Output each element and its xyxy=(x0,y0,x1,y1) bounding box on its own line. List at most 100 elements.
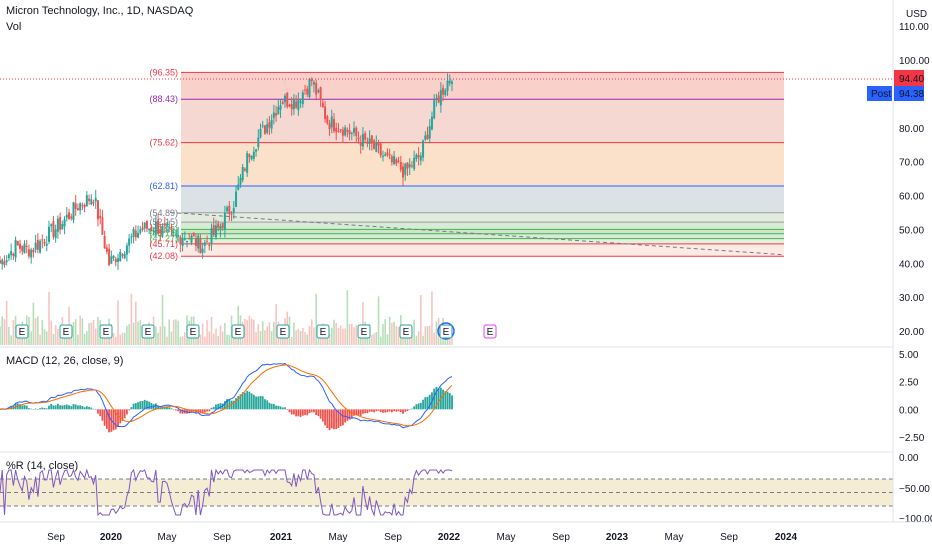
candle-body xyxy=(112,255,115,259)
volume-bar xyxy=(65,334,68,345)
candle-body xyxy=(157,220,160,234)
candle-body xyxy=(10,251,13,256)
volume-bar xyxy=(273,321,275,345)
candle-body xyxy=(25,246,28,248)
volume-bar xyxy=(86,331,88,345)
candle-body xyxy=(451,81,453,84)
earnings-marker-label: E xyxy=(190,327,197,338)
macd-histogram-bar xyxy=(395,409,398,412)
candle-body xyxy=(186,240,189,242)
volume-bar xyxy=(268,322,271,345)
candle-body xyxy=(232,208,235,213)
macd-histogram-bar xyxy=(435,387,438,410)
candle-body xyxy=(399,162,402,170)
volume-bar xyxy=(184,332,186,345)
macd-histogram-bar xyxy=(357,409,360,416)
time-axis-label: Sep xyxy=(47,532,65,543)
macd-histogram-bar xyxy=(382,409,384,413)
candle-body xyxy=(128,238,131,246)
time-axis-label: 2023 xyxy=(606,532,629,543)
macd-histogram-bar xyxy=(246,390,249,410)
macd-histogram-bar xyxy=(448,393,451,410)
candle-body xyxy=(68,212,71,220)
candle-body xyxy=(261,125,264,127)
candle-body xyxy=(415,154,418,159)
macd-histogram-bar xyxy=(197,409,200,412)
macd-tick-label: 0.00 xyxy=(899,405,919,416)
macd-histogram-bar xyxy=(284,407,286,410)
macd-histogram-bar xyxy=(63,405,66,410)
macd-histogram-bar xyxy=(32,409,35,410)
macd-histogram-bar xyxy=(28,408,30,410)
macd-histogram-bar xyxy=(228,399,231,410)
candle-body xyxy=(105,247,108,252)
earnings-marker xyxy=(316,324,330,339)
candle-body xyxy=(381,155,384,157)
macd-histogram-bar xyxy=(70,406,73,410)
time-axis-label: 2021 xyxy=(270,532,293,543)
macd-histogram-bar xyxy=(341,409,344,426)
macd-histogram-bar xyxy=(408,409,411,410)
candle-body xyxy=(442,87,445,95)
candle-body xyxy=(27,249,30,257)
volume-bar xyxy=(244,319,246,345)
volume-bar xyxy=(435,321,438,345)
candle-body xyxy=(312,82,315,85)
macd-histogram-bar xyxy=(268,402,271,410)
macd-histogram-bar xyxy=(126,409,128,415)
candle-body xyxy=(16,241,19,246)
candle-body xyxy=(335,128,338,133)
macd-histogram-bar xyxy=(286,409,289,410)
macd-histogram-bar xyxy=(223,401,226,410)
candle-body xyxy=(355,127,358,136)
volume-bar xyxy=(253,319,255,345)
williams-r-line xyxy=(0,468,453,517)
macd-histogram-bar xyxy=(248,391,251,410)
macd-histogram-bar xyxy=(239,394,242,410)
volume-bar xyxy=(170,331,173,345)
williams-r-title: %R (14, close) xyxy=(6,460,79,472)
volume-bar xyxy=(199,334,202,345)
macd-histogram-bar xyxy=(353,409,355,416)
volume-bar xyxy=(59,336,61,345)
volume-bar xyxy=(333,319,335,345)
fibonacci-retracement[interactable]: (96.35) (88.43) (75.62) (62.81) (54.89)(52.1… xyxy=(149,67,784,261)
candle-body xyxy=(366,141,369,144)
volume-bar xyxy=(146,334,148,345)
volume-bar xyxy=(90,322,93,345)
earnings-marker-label: E xyxy=(403,327,410,338)
macd-signal-line xyxy=(0,364,453,427)
volume-bar xyxy=(428,325,431,345)
volume-bar xyxy=(348,324,351,345)
candle-body xyxy=(50,224,53,227)
candle-body xyxy=(368,138,371,144)
candle-body xyxy=(284,95,287,103)
candle-body xyxy=(0,260,1,264)
candle-body xyxy=(59,217,62,230)
candle-body xyxy=(177,235,180,238)
volume-bar xyxy=(195,332,197,345)
trend-line[interactable] xyxy=(169,211,785,256)
macd-line xyxy=(0,363,453,429)
macd-histogram-bar xyxy=(61,405,64,410)
candle-body xyxy=(168,227,171,229)
macd-histogram-bar xyxy=(306,409,309,416)
macd-histogram-bar xyxy=(168,407,171,410)
volume-bar xyxy=(208,331,211,345)
candle-body xyxy=(188,238,191,240)
volume-bar xyxy=(1,316,4,345)
volume-bar xyxy=(310,319,313,345)
candle-body xyxy=(384,154,387,156)
candle-body xyxy=(83,205,86,208)
earnings-marker xyxy=(99,324,113,339)
price-tick-label: 110.00 xyxy=(899,22,929,33)
macd-histogram-bar xyxy=(226,399,229,410)
volume-bar xyxy=(155,326,157,345)
volume-bar xyxy=(395,326,398,345)
macd-histogram-bar xyxy=(56,403,59,410)
candle-body xyxy=(134,230,137,238)
volume-bar xyxy=(346,290,349,345)
